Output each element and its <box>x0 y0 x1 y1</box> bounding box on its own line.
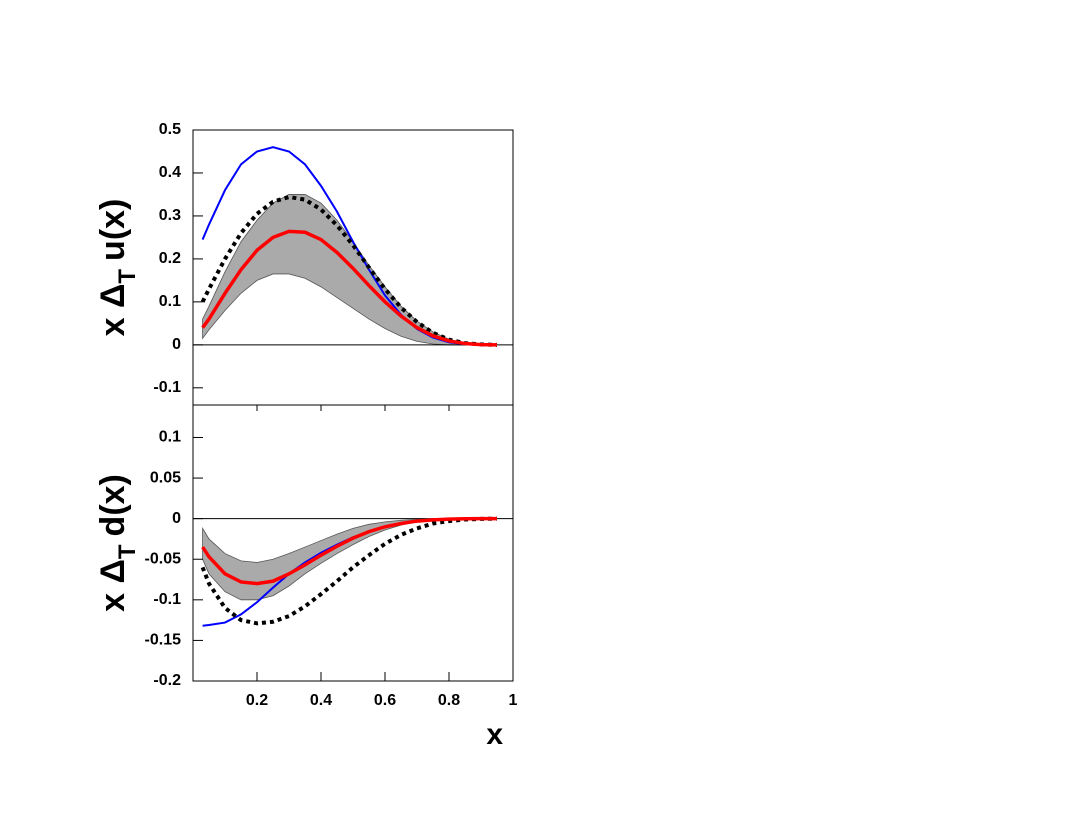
y-tick-label: 0 <box>172 336 181 353</box>
y-axis-label: x ΔTd(x) <box>94 474 141 612</box>
plot-frame <box>192 404 514 682</box>
x-tick-label: 1 <box>509 692 518 709</box>
y-tick-label: -0.2 <box>153 672 181 689</box>
y-tick-label: -0.15 <box>145 632 182 649</box>
uncertainty-band <box>202 518 497 601</box>
y-tick-label: -0.1 <box>153 379 181 396</box>
y-label-part: T <box>114 544 141 559</box>
y-label-part: d(x) <box>94 474 132 536</box>
x-tick-label: 0.6 <box>374 692 396 709</box>
y-tick-label: 0.05 <box>150 469 181 486</box>
y-tick-label: 0 <box>172 510 181 527</box>
y-label-part: T <box>114 269 141 284</box>
y-label-part: x Δ <box>94 559 132 612</box>
y-tick-label: -0.1 <box>153 591 181 608</box>
curve <box>201 229 498 347</box>
y-label-part: x Δ <box>94 284 132 337</box>
x-tick-label: 0.8 <box>438 692 460 709</box>
y-tick-label: 0.1 <box>159 293 181 310</box>
x-tick-label: 0.2 <box>246 692 268 709</box>
y-tick-label: -0.05 <box>145 550 182 567</box>
curve <box>200 194 498 347</box>
curve <box>201 516 497 586</box>
y-label-part: u(x) <box>94 199 132 261</box>
y-tick-label: 0.5 <box>159 121 181 138</box>
uncertainty-band <box>202 194 498 346</box>
curve <box>200 516 498 626</box>
y-axis-label: x ΔTu(x) <box>94 199 141 337</box>
y-tick-label: 0.3 <box>159 207 181 224</box>
x-tick-label: 0.4 <box>310 692 332 709</box>
y-tick-label: 0.2 <box>159 250 181 267</box>
y-tick-label: 0.4 <box>159 164 181 181</box>
y-tick-label: 0.1 <box>159 429 181 446</box>
x-axis-label: x <box>486 718 503 751</box>
